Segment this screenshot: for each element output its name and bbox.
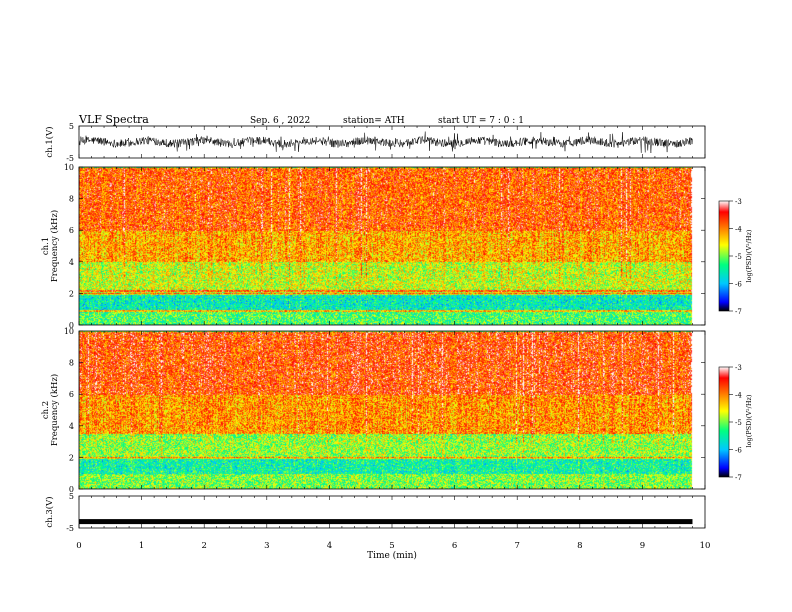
- ch2-spectrogram-panel: 0 2 4 6 8 10 ch.2 Frequency (kHz): [41, 327, 706, 494]
- frequency-tick-label: 10: [64, 327, 74, 336]
- colorbar-tick-label: -5: [735, 253, 742, 261]
- date-label: Sep. 6 , 2022: [250, 116, 310, 126]
- frequency-tick-label: 2: [69, 453, 74, 462]
- frequency-tick-label: 0: [69, 321, 74, 330]
- ch3-waveform-ylabel: ch.3(V): [44, 496, 55, 527]
- ch3-ytick-top: 5: [69, 492, 74, 501]
- ch3-waveform-trace: [79, 519, 693, 525]
- time-tick-label: 4: [327, 541, 332, 551]
- ch1-waveform-panel: 5 -5 ch.1(V): [44, 122, 706, 163]
- ch1-waveform-ylabel: ch.1(V): [44, 126, 55, 157]
- frequency-tick-label: 6: [69, 226, 74, 235]
- colorbar-tick-label: -3: [735, 364, 742, 372]
- frequency-tick-label: 4: [69, 258, 74, 267]
- ch1-frequency-label: Frequency (kHz): [49, 210, 60, 282]
- ch1-ytick-bottom: -5: [66, 154, 74, 163]
- time-tick-label: 9: [640, 541, 645, 551]
- colorbar-tick-label: -6: [735, 281, 742, 289]
- ch1-colorbar-gradient: [718, 200, 730, 312]
- ch3-waveform-panel: 5 -5 ch.3(V): [44, 492, 706, 533]
- frequency-tick-label: 8: [69, 359, 74, 368]
- ch2-colorbar-gradient: [718, 366, 730, 478]
- start-time-label: start UT = 7 : 0 : 1: [438, 116, 524, 126]
- ch1-colorbar-label: log(PSD)(V²/Hz): [745, 229, 753, 282]
- colorbar-tick-label: -4: [735, 226, 742, 234]
- time-axis-label: Time (min): [367, 550, 417, 561]
- time-tick-label: 6: [452, 541, 457, 551]
- frequency-tick-label: 0: [69, 485, 74, 494]
- time-tick-label: 3: [264, 541, 269, 551]
- time-tick-label: 5: [389, 541, 394, 551]
- ch2-frequency-label: Frequency (kHz): [49, 374, 60, 446]
- frequency-tick-label: 8: [69, 195, 74, 204]
- colorbar-tick-label: -7: [735, 474, 742, 482]
- time-axis: 0 1 2 3 4 5 6 7 8 9 10: [76, 541, 710, 551]
- time-tick-label: 8: [577, 541, 582, 551]
- ch1-spectrogram-panel: 0 2 4 6 8 10 ch.1 Frequency (kHz): [41, 163, 706, 330]
- colorbar-tick-label: -3: [735, 198, 742, 206]
- station-label: station= ATH: [343, 116, 405, 126]
- time-tick-label: 2: [201, 541, 206, 551]
- frequency-tick-label: 2: [69, 289, 74, 298]
- frequency-tick-label: 4: [69, 422, 74, 431]
- time-tick-label: 10: [700, 541, 711, 551]
- time-tick-label: 7: [514, 541, 519, 551]
- colorbar-tick-label: -7: [735, 308, 742, 316]
- ch2-channel-label: ch.2: [41, 401, 51, 419]
- time-tick-label: 0: [76, 541, 81, 551]
- ch1-colorbar: -3 -4 -5 -6 -7 log(PSD)(V²/Hz): [718, 198, 753, 316]
- frequency-tick-label: 6: [69, 390, 74, 399]
- ch1-channel-label: ch.1: [41, 237, 51, 255]
- ch3-waveform-line: [79, 519, 693, 525]
- colorbar-tick-label: -6: [735, 447, 742, 455]
- ch3-ytick-bottom: -5: [66, 524, 74, 533]
- frequency-tick-label: 10: [64, 163, 74, 172]
- time-tick-label: 1: [139, 541, 144, 551]
- ch2-colorbar-label: log(PSD)(V²/Hz): [745, 394, 753, 447]
- colorbar-tick-label: -4: [735, 392, 742, 400]
- colorbar-tick-label: -5: [735, 419, 742, 427]
- ch1-waveform-trace: [78, 131, 693, 154]
- ch1-ytick-top: 5: [69, 122, 74, 131]
- figure-title: VLF Spectra: [78, 113, 149, 126]
- ch1-waveform-line: [78, 131, 693, 154]
- ch2-colorbar: -3 -4 -5 -6 -7 log(PSD)(V²/Hz): [718, 364, 753, 482]
